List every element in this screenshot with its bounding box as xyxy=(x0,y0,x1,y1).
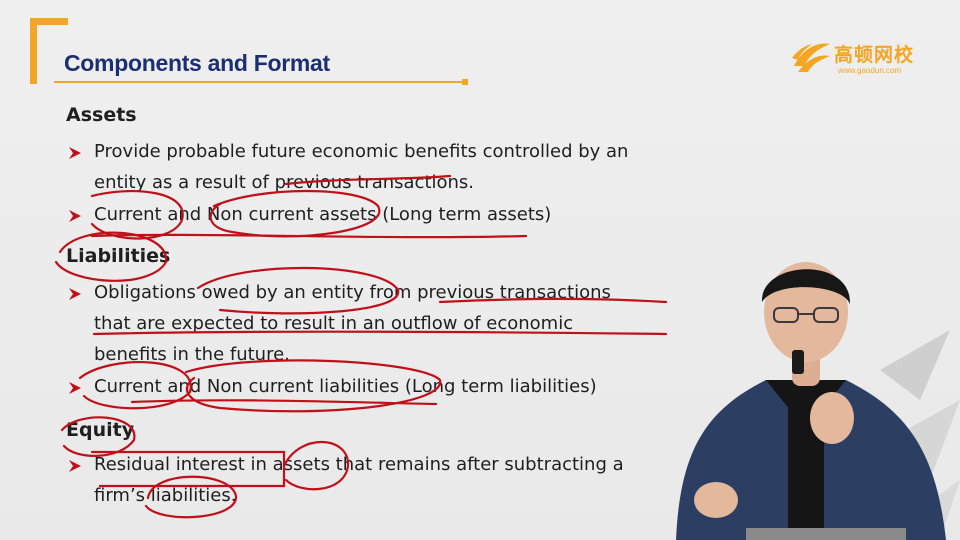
assets-bullet-1-line-1: Provide probable future economic benefit… xyxy=(94,141,629,162)
title-underline xyxy=(54,81,468,83)
section-heading-liabilities: Liabilities xyxy=(66,245,171,267)
arrow-bullet-icon xyxy=(69,210,81,222)
title-bracket-decoration xyxy=(30,18,68,84)
arrow-bullet-icon xyxy=(69,460,81,472)
title-underline-dot xyxy=(462,79,468,85)
assets-bullet-2-line-1: Current and Non current assets (Long ter… xyxy=(94,204,552,225)
assets-bullet-1-line-2: entity as a result of previous transacti… xyxy=(94,172,475,193)
liabilities-bullet-1-line-1: Obligations owed by an entity from previ… xyxy=(94,282,611,303)
underline-liabilities-annotation xyxy=(130,399,438,406)
equity-bullet-1-line-2: firm’s liabilities. xyxy=(94,485,237,506)
gaodun-logo: 高顿网校 www.gaodun.com xyxy=(790,36,925,82)
presenter-video-icon xyxy=(676,262,946,540)
arrow-bullet-icon xyxy=(69,382,81,394)
section-heading-assets: Assets xyxy=(66,104,137,126)
logo-chinese-name: 高顿网校 xyxy=(834,44,915,66)
arrow-bullet-icon xyxy=(69,147,81,159)
gaodun-logo-mark-icon xyxy=(792,43,830,72)
equity-bullet-1-line-1: Residual interest in assets that remains… xyxy=(94,454,624,475)
section-heading-equity: Equity xyxy=(66,419,135,441)
slide-title: Components and Format xyxy=(64,50,330,76)
underline-assets-annotation xyxy=(90,233,528,239)
liabilities-bullet-1-line-3: benefits in the future. xyxy=(94,344,290,365)
logo-url: www.gaodun.com xyxy=(838,66,902,75)
liabilities-bullet-2-line-1: Current and Non current liabilities (Lon… xyxy=(94,376,597,397)
arrow-bullet-icon xyxy=(69,288,81,300)
liabilities-bullet-1-line-2: that are expected to result in an outflo… xyxy=(94,313,574,334)
